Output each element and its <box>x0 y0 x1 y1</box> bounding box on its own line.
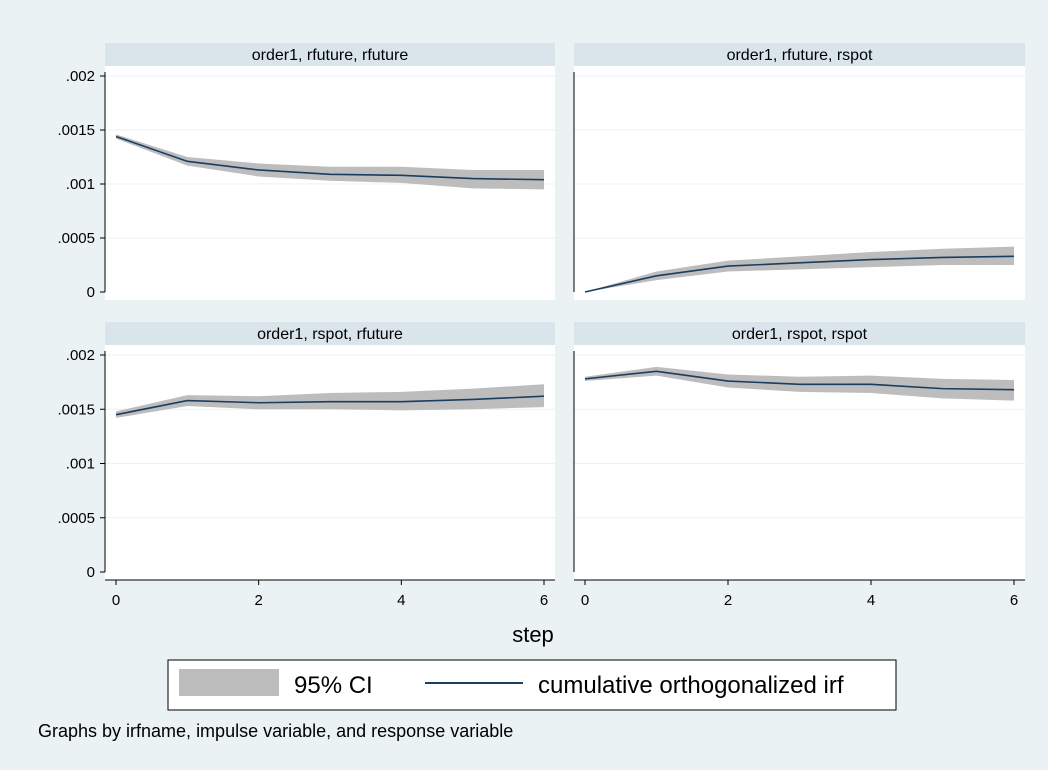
y-tick-label: .001 <box>66 176 95 193</box>
graph-note: Graphs by irfname, impulse variable, and… <box>38 721 513 741</box>
y-tick-label: .002 <box>66 347 95 364</box>
panel-title-bar <box>574 322 1025 345</box>
panel-title-bar <box>574 43 1025 66</box>
x-tick-label: 6 <box>1010 592 1018 609</box>
ci-band <box>116 134 544 190</box>
panel-1: order1, rfuture, rfuture 0 .0005 .001 .0015.… <box>57 43 555 301</box>
legend-irf-label: cumulative orthogonalized irf <box>538 672 844 699</box>
irf-line <box>584 370 1015 391</box>
legend: 95% CI cumulative orthogonalized irf <box>167 659 897 711</box>
y-tick-label: .002 <box>66 68 95 85</box>
x-tick-label: 2 <box>724 592 732 609</box>
x-tick-label: 4 <box>397 592 405 609</box>
plot-area <box>105 322 555 580</box>
x-tick-label: 6 <box>540 592 548 609</box>
y-tick-label: .0015 <box>57 401 95 418</box>
x-tick-label: 2 <box>254 592 262 609</box>
legend-box <box>167 659 897 711</box>
irf-line <box>584 255 1015 293</box>
panel-title-bar <box>105 322 555 345</box>
panel-title-bar <box>105 43 555 66</box>
legend-ci-swatch <box>179 669 279 696</box>
panel-title: order1, rfuture, rfuture <box>252 47 409 64</box>
panel-2: order1, rfuture, rspot <box>573 43 1025 300</box>
y-tick-label: .0005 <box>57 230 95 247</box>
x-axis-title: step <box>512 622 554 647</box>
irf-line <box>115 395 545 416</box>
panel-4: order1, rspot, rspot 0 2 4 6 <box>573 322 1025 609</box>
y-tick-label: .001 <box>66 456 95 473</box>
panel-3: order1, rspot, rfuture 0 .0005 .001 .0015 .00… <box>57 322 555 609</box>
panel-title: order1, rspot, rspot <box>732 326 868 343</box>
legend-ci-label: 95% CI <box>294 672 373 699</box>
y-tick-label: .0015 <box>57 122 95 139</box>
irf-line <box>115 135 545 181</box>
plot-area <box>574 322 1025 580</box>
panel-title: order1, rfuture, rspot <box>727 47 873 64</box>
y-tick-label: 0 <box>87 284 95 301</box>
y-tick-label: 0 <box>87 564 95 581</box>
x-tick-label: 0 <box>581 592 589 609</box>
y-tick-label: .0005 <box>57 510 95 527</box>
x-tick-label: 4 <box>867 592 875 609</box>
x-tick-label: 0 <box>112 592 120 609</box>
panel-title: order1, rspot, rfuture <box>257 326 403 343</box>
